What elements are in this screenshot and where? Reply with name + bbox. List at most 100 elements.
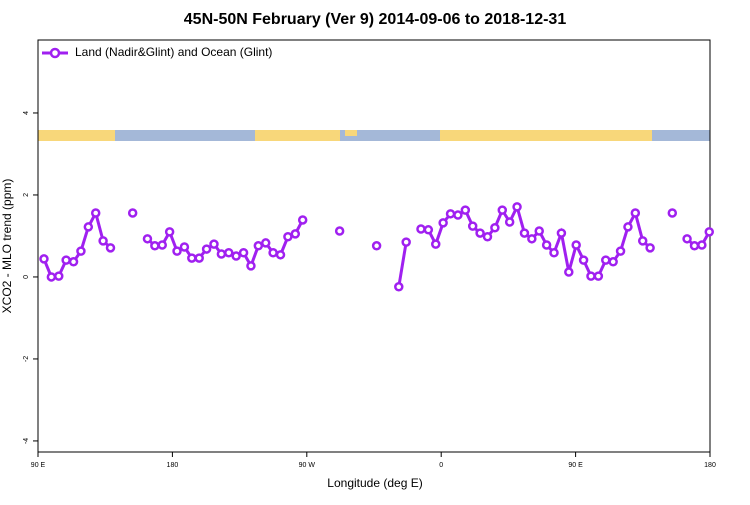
data-point [438,218,448,228]
data-point [201,244,212,254]
data-point [290,229,301,239]
data-point [608,257,618,267]
data-point [697,240,707,250]
data-point [423,225,434,235]
y-tick-label: 2 [23,193,30,197]
data-point [246,261,256,271]
data-point [164,227,175,237]
data-point [527,234,537,244]
data-point [209,239,219,249]
data-point [150,241,160,251]
data-point [46,272,57,282]
data-point [504,217,515,227]
data-point [615,246,626,256]
data-point [556,228,567,238]
data-point [416,224,426,234]
data-point [475,228,485,238]
y-tick-label: -4 [23,438,30,444]
data-point [61,255,71,265]
data-point [216,249,227,259]
plot-frame [37,39,711,453]
data-point [172,246,182,256]
data-point [68,257,79,267]
data-point [394,282,404,292]
data-point [187,253,197,263]
data-point [157,240,167,250]
data-point [297,215,308,225]
data-point [637,236,648,246]
y-axis-label: XCO2 - MLO trend (ppm) [0,179,14,314]
data-point [105,243,116,253]
data-point [534,226,544,236]
data-point [593,271,604,281]
data-point [39,254,49,264]
data-point [268,248,278,258]
data-point [645,243,655,253]
data-point [371,241,382,251]
legend-marker [49,47,61,59]
data-point [667,208,678,218]
data-point [76,246,86,256]
data-point [586,271,596,281]
series-line [42,208,112,279]
land-strip [345,130,357,136]
x-tick-label: 90 E [31,462,46,469]
data-point [482,232,493,242]
data-point [541,240,552,250]
data-point [497,205,508,215]
data-point [571,240,581,250]
data-point [689,241,700,251]
x-axis-label: Longitude (deg E) [327,476,422,490]
data-point [519,228,530,238]
land-strip [38,130,115,141]
data-point [127,208,138,218]
data-point [54,271,64,281]
data-point [467,221,478,231]
chart-title: 45N-50N February (Ver 9) 2014-09-06 to 2… [184,11,567,28]
data-point [512,202,522,212]
data-point [578,255,589,265]
legend-label: Land (Nadir&Glint) and Ocean (Glint) [75,45,272,59]
data-point [98,236,108,246]
x-tick-label: 90 W [299,462,316,469]
data-point [334,226,345,236]
x-tick-label: 90 E [568,462,583,469]
data-point [682,234,692,244]
data-point [142,234,153,244]
data-point [460,205,471,215]
land-strip [255,130,340,141]
data-point [231,251,241,261]
data-point [430,239,441,249]
x-tick-label: 180 [167,462,179,469]
data-point [90,208,101,218]
data-point [260,238,271,248]
y-tick-label: -2 [23,356,30,362]
data-point [179,242,190,252]
data-point [275,250,286,260]
data-point [601,255,611,265]
data-point [549,248,559,258]
data-point [83,222,94,232]
data-point [490,223,500,233]
series-line [397,241,408,288]
data-point [564,267,574,277]
y-tick-label: 4 [23,111,30,115]
y-tick-label: 0 [23,275,30,279]
land-strip [440,130,652,141]
data-point [623,222,633,232]
data-point [283,232,293,242]
data-point [401,237,411,247]
data-point [704,227,715,237]
data-point [445,209,456,219]
data-point [194,253,204,263]
map-strip [38,130,710,141]
data-point [224,248,234,258]
x-tick-label: 0 [439,462,443,469]
data-point [453,210,463,220]
x-tick-label: 180 [704,462,716,469]
data-point [238,248,249,258]
data-point [253,241,264,251]
ocean-strip [38,130,710,141]
data-point [630,208,641,218]
